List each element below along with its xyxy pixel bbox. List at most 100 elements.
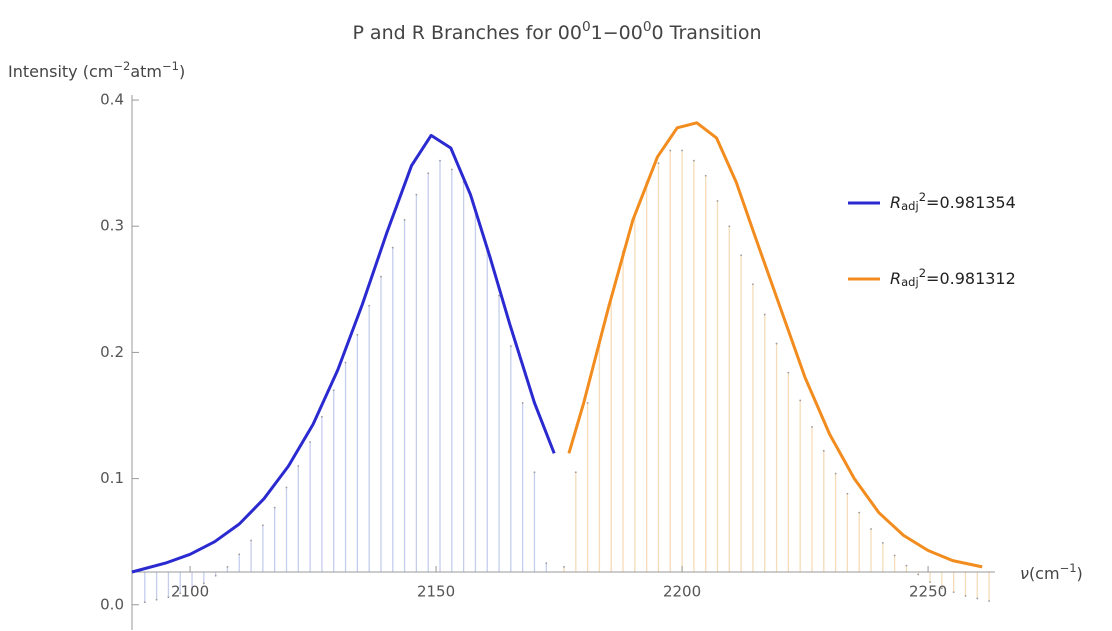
stick-tip (226, 566, 229, 568)
stick-tip (521, 401, 524, 404)
legend-label-part: adj (901, 199, 919, 213)
x-axis-label-part: ν (1020, 563, 1029, 582)
stick-tip (787, 371, 790, 374)
stick-tip (380, 275, 382, 278)
stick-tip (728, 225, 731, 228)
stick-tip (403, 219, 406, 221)
y-axis-label-part: ) (179, 62, 185, 81)
stick-tip (940, 587, 943, 590)
stick-tip (427, 172, 430, 175)
legend-label: Radj2=0.981312 (890, 266, 1016, 288)
stick-tip (191, 588, 193, 591)
stick-tip (893, 554, 896, 557)
stick-tip (775, 342, 778, 345)
stick-tip (545, 562, 548, 565)
legend-label-part: =0.981354 (926, 193, 1016, 212)
stick-tip (574, 471, 577, 474)
stick-tip (285, 486, 288, 489)
stick-tip (929, 581, 931, 583)
x-axis-label-part: (cm (1029, 563, 1060, 582)
legend-label-part: 2 (919, 266, 926, 280)
stick-tip (952, 591, 955, 594)
y-tick-label: 0.3 (100, 217, 124, 235)
y-axis-label-part: −2 (113, 59, 130, 73)
stick-tip (250, 539, 252, 542)
stick-tip (881, 542, 884, 544)
chart-title-part: 0 Transition (652, 22, 762, 44)
stick-tip (917, 573, 920, 576)
stick-tip (858, 511, 861, 514)
chart-title-part: 0 (582, 19, 591, 35)
chart-title-part: P and R Branches for 00 (352, 22, 582, 44)
stick-tip (681, 149, 683, 152)
stick-tip (870, 528, 872, 530)
stick-tip (415, 193, 418, 196)
stick-tip (309, 441, 312, 443)
stick-tip (586, 401, 589, 404)
x-axis-label: ν(cm−1) (1020, 561, 1083, 582)
stick-tip (563, 566, 565, 568)
stick-tip (344, 361, 347, 364)
legend-label-part: adj (901, 275, 919, 289)
legend-label-part: R (890, 269, 901, 288)
stick-tip (822, 449, 825, 452)
y-tick-label: 0.2 (100, 343, 124, 361)
stick-tip (657, 162, 660, 165)
x-tick-label: 2250 (909, 582, 947, 600)
y-tick-label: 0.4 (100, 91, 124, 109)
stick-tip (450, 168, 453, 171)
stick-tip (799, 399, 802, 402)
stick-tip (692, 159, 695, 162)
x-tick-label: 2150 (417, 582, 455, 600)
x-tick-label: 2100 (171, 582, 209, 600)
stick-tip (155, 598, 158, 601)
y-tick-label: 0.1 (100, 469, 124, 487)
chart-title-part: 1−00 (591, 22, 643, 44)
stick-tip (988, 600, 990, 602)
stick-tip (214, 574, 217, 577)
stick-tip (976, 597, 979, 600)
stick-tip (391, 246, 394, 249)
y-axis-label: Intensity (cm−2atm−1) (8, 59, 185, 80)
y-axis-label-part: −1 (162, 59, 179, 73)
legend-label-part: R (890, 193, 901, 212)
stick-tip (905, 564, 908, 567)
stick-tip (964, 595, 967, 597)
legend-label-part: 2 (919, 190, 926, 204)
stick-tip (811, 425, 813, 428)
stick-tip (669, 149, 672, 152)
legend-label: Radj2=0.981354 (890, 190, 1016, 212)
x-tick-label: 2200 (663, 582, 701, 600)
stick-tip (834, 472, 837, 475)
stick-tip (202, 582, 205, 585)
stick-tip (704, 174, 707, 177)
stick-tip (356, 333, 359, 336)
stick-tip (321, 415, 323, 418)
stick-tip (498, 294, 500, 297)
x-axis-label-part: ) (1077, 563, 1083, 582)
y-axis-label-part: Intensity (cm (8, 62, 113, 81)
stick-tip (439, 159, 441, 162)
stick-tip (261, 524, 264, 527)
chart-title-part: 0 (643, 19, 652, 35)
legend-label-part: =0.981312 (926, 269, 1016, 288)
y-axis-label-part: atm (130, 62, 162, 81)
chart-title: P and R Branches for 0001−0000 Transitio… (352, 19, 761, 44)
stick-tip (740, 254, 743, 257)
stick-tip (846, 492, 849, 495)
fit-line (567, 121, 983, 569)
stick-tip (716, 200, 719, 202)
stick-tip (273, 506, 276, 509)
stick-tip (297, 465, 300, 467)
stick-tip (509, 345, 512, 347)
stick-tip (368, 304, 371, 307)
stick-tip (167, 596, 170, 599)
stick-tip (763, 313, 766, 316)
y-tick-label: 0.0 (100, 595, 124, 613)
x-axis-label-part: −1 (1060, 561, 1077, 575)
fit-line (131, 133, 556, 574)
stick-tip (332, 389, 335, 392)
stick-tip (143, 601, 146, 604)
stick-tip (533, 471, 536, 474)
